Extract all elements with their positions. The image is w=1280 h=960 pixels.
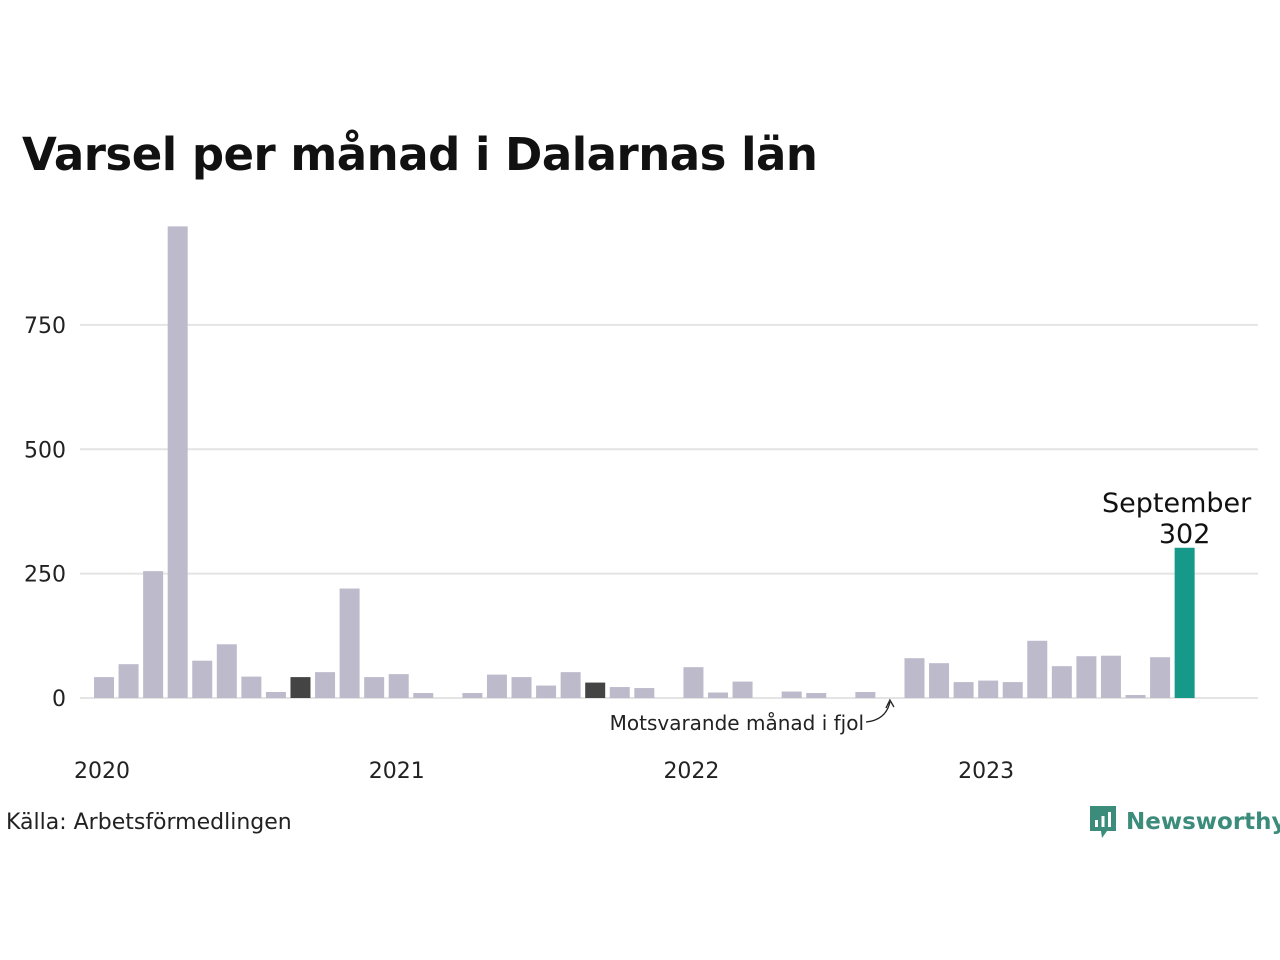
bar-2020-10: [315, 672, 336, 698]
bar-2021-05: [486, 674, 507, 698]
chart-title: Varsel per månad i Dalarnas län: [22, 128, 818, 181]
bar-2023-01: [978, 680, 999, 698]
source-note: Källa: Arbetsförmedlingen: [6, 810, 292, 835]
bar-2020-01: [94, 677, 114, 698]
bar-2023-08: [1150, 657, 1171, 698]
y-tick-label-250: 250: [24, 563, 66, 588]
bar-2022-02: [708, 692, 728, 698]
bar-2021-11: [634, 688, 655, 698]
bar-2021-02: [413, 693, 434, 698]
bar-2021-07: [536, 685, 557, 698]
bar-chart: 0 250 500 750 2020 2021 2022 2023 September302…: [24, 226, 1258, 784]
bar-2023-02: [1002, 682, 1023, 698]
bar-2020-12: [364, 677, 385, 698]
x-tick-label-2023: 2023: [958, 759, 1014, 784]
newsworthy-logo[interactable]: Newsworthy: [1088, 804, 1280, 840]
bar-2023-03: [1027, 640, 1048, 698]
bar-2023-05: [1076, 656, 1097, 698]
bar-2023-07: [1125, 695, 1146, 698]
bar-2021-06: [511, 677, 532, 698]
newsworthy-logo-text: Newsworthy: [1126, 809, 1280, 835]
y-tick-label-750: 750: [24, 314, 66, 339]
bar-2020-07: [241, 676, 262, 698]
bar-2020-05: [192, 660, 213, 698]
bar-2022-01: [683, 667, 704, 698]
annotation-arrowhead: [885, 698, 895, 709]
bar-2023-06: [1100, 655, 1121, 698]
bar-2020-06: [216, 644, 237, 698]
bar-2020-11: [339, 588, 360, 698]
bar-2023-04: [1051, 666, 1072, 698]
bar-2020-03: [143, 571, 164, 698]
bar-2022-11: [929, 663, 950, 698]
bar-2020-09: [290, 677, 311, 698]
bar-2021-01: [388, 674, 409, 698]
bar-2021-04: [462, 693, 483, 698]
bar-2022-03: [732, 681, 753, 698]
gridlines: [80, 323, 1258, 699]
annotation: Motsvarande månad i fjol: [610, 698, 895, 735]
bars: [94, 226, 1195, 698]
bar-2020-04: [167, 226, 188, 698]
x-axis-ticks: 2020 2021 2022 2023: [74, 759, 1014, 784]
annotation-arrow: [865, 701, 891, 723]
bar-2021-10: [609, 687, 630, 698]
bar-2022-10: [904, 658, 925, 698]
bar-2022-12: [953, 682, 974, 698]
x-tick-label-2022: 2022: [663, 759, 719, 784]
bar-2022-08: [855, 692, 876, 698]
highlight-value-label: 302: [1159, 519, 1211, 550]
x-tick-label-2021: 2021: [369, 759, 425, 784]
y-tick-label-500: 500: [24, 438, 66, 463]
annotation-text: Motsvarande månad i fjol: [610, 711, 864, 735]
bar-2023-09: [1174, 547, 1195, 698]
highlight-month-label: September: [1102, 488, 1252, 519]
bar-2021-08: [560, 672, 581, 698]
bar-2021-09: [585, 682, 606, 698]
y-axis-ticks: 0 250 500 750: [24, 314, 66, 712]
bar-2020-02: [118, 664, 139, 698]
bar-2022-05: [781, 691, 802, 698]
newsworthy-logo-icon: [1090, 806, 1116, 838]
x-tick-label-2020: 2020: [74, 759, 130, 784]
bar-2022-06: [806, 693, 827, 698]
y-tick-label-0: 0: [52, 687, 66, 712]
bar-2020-08: [265, 692, 286, 698]
